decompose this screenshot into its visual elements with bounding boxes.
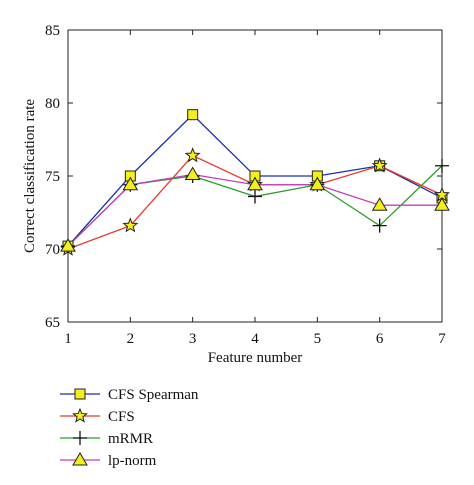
data-point (372, 218, 387, 233)
y-tick-label: 80 (45, 96, 60, 112)
data-point (248, 189, 262, 204)
y-axis-label: Correct classification rate (22, 99, 38, 253)
x-tick-label: 7 (438, 331, 446, 347)
legend-item: CFS Spearman (60, 387, 199, 403)
x-tick-label: 3 (189, 331, 197, 347)
legend-label: CFS Spearman (108, 387, 199, 403)
axes: 1 2 3 4 5 6 7 65 70 75 80 85 (45, 23, 446, 347)
data-point (122, 217, 139, 233)
data-point (309, 176, 326, 191)
data-point (184, 147, 201, 163)
data-point (247, 176, 263, 191)
x-tick-label: 4 (251, 331, 259, 347)
legend-marker (72, 452, 88, 466)
legend-label: CFS (108, 409, 135, 425)
x-tick-label: 5 (314, 331, 322, 347)
y-tick-label: 70 (45, 242, 60, 258)
legend-label: mRMR (108, 431, 153, 447)
series-group (60, 109, 450, 256)
legend-item: CFS (60, 407, 135, 425)
markers-lp-norm (60, 166, 450, 252)
legend-item: lp-norm (60, 452, 157, 469)
x-tick-label: 2 (127, 331, 135, 347)
y-tick-label: 75 (45, 169, 60, 185)
y-tick-label: 85 (45, 23, 60, 39)
y-tick-label: 65 (45, 315, 60, 331)
x-tick-label: 1 (64, 331, 72, 347)
legend-marker (73, 431, 87, 445)
legend-item: mRMR (60, 431, 153, 447)
data-point (187, 109, 199, 121)
data-point (60, 238, 76, 252)
x-axis-label: Feature number (208, 350, 303, 366)
legend-marker (74, 388, 86, 400)
legend: CFS Spearman CFS mRMR lp-norm (60, 387, 199, 469)
data-point (371, 197, 388, 211)
x-tick-label: 6 (376, 331, 384, 347)
data-point (435, 158, 449, 173)
data-point (122, 176, 139, 191)
legend-label: lp-norm (108, 453, 157, 469)
legend-marker (72, 407, 88, 423)
data-point (184, 166, 201, 181)
data-point (371, 157, 388, 173)
data-point (434, 197, 450, 211)
